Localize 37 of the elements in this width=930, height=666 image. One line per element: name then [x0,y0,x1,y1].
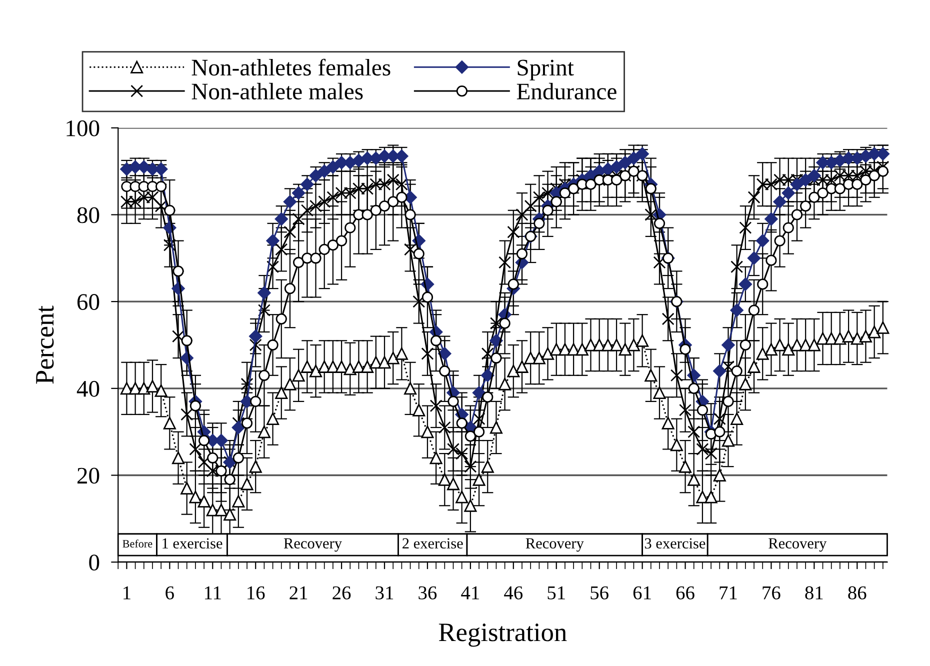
band-label: Before [122,540,152,548]
x-tick-label: 16 [248,586,265,600]
x-tick-label: 56 [590,586,608,600]
band-label: Recovery [768,538,827,552]
y-axis-title: Percent [36,306,54,384]
y-tick-label: 0 [89,554,100,571]
x-tick-label: 41 [461,586,479,600]
legend-label: Sprint [518,60,574,80]
x-tick-label: 31 [376,586,394,600]
x-tick-label: 66 [676,586,694,600]
x-tick-label: 51 [548,586,565,600]
x-tick-label: 81 [805,586,823,600]
x-tick-label: 1 [124,586,130,600]
band-label: Recovery [284,538,342,552]
y-tick-label: 80 [77,207,100,224]
band-label: 3 exercise [644,538,706,549]
band-label: 2 exercise [402,538,463,549]
y-tick-label: 100 [66,120,100,136]
x-tick-label: 76 [762,586,780,600]
band-label: Recovery [526,538,584,552]
legend-label: Endurance [516,82,616,100]
legend-label: Non-athletes females [192,58,390,76]
x-tick-label: 71 [720,586,737,600]
x-tick-label: 86 [848,586,866,600]
band-label: 1 exercise [162,538,222,549]
x-tick-label: 36 [418,586,437,600]
x-tick-label: 61 [633,586,651,600]
y-tick-label: 60 [77,294,100,310]
y-tick-label: 20 [77,468,100,484]
x-axis-title: Registration [438,624,567,647]
x-tick-label: 46 [504,586,523,600]
x-tick-label: 11 [204,586,221,600]
x-tick-label: 6 [166,586,174,600]
x-tick-label: 26 [332,586,351,600]
x-tick-label: 21 [290,586,308,600]
y-tick-label: 40 [76,380,100,397]
legend-label: Non-athlete males [192,82,363,100]
